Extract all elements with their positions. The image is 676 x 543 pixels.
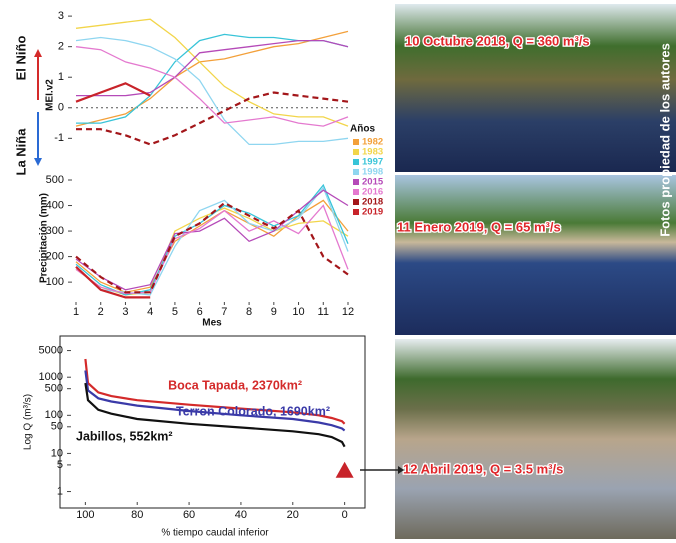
series-line — [75, 183, 349, 296]
y-tick-label: 500 — [45, 383, 63, 395]
series-line — [75, 46, 349, 127]
legend-label: 2015 — [362, 177, 384, 188]
x-tick-label: 7 — [221, 306, 227, 318]
y-tick-label: 50 — [51, 421, 63, 433]
x-tick-label: 2 — [98, 306, 104, 318]
arrow-head — [398, 466, 404, 474]
x-tick-label: 10 — [292, 306, 304, 318]
legend-label: 2019 — [362, 207, 383, 218]
series-line — [84, 370, 346, 432]
x-axis-label: % tiempo caudal inferior — [161, 528, 269, 539]
legend-swatch — [353, 139, 359, 145]
y-tick-label: 2 — [58, 41, 64, 53]
x-tick-label: 12 — [342, 306, 354, 318]
y-tick-label: 0 — [58, 102, 64, 114]
series-line — [75, 189, 349, 291]
y-axis-label: Log Q (m³/s) — [23, 394, 34, 450]
series-line — [75, 207, 349, 296]
series-line — [75, 204, 349, 295]
legend-label: 1998 — [362, 167, 383, 178]
x-tick-label: 5 — [172, 306, 178, 318]
arrow-head — [34, 49, 42, 57]
photo-caption: 11 Enero 2019, Q = 65 m³/s — [397, 219, 561, 234]
photo-caption: 12 Abril 2019, Q = 3.5 m³/s — [403, 461, 563, 476]
x-tick-label: 40 — [235, 509, 247, 521]
legend-title: Años — [350, 124, 375, 135]
x-tick-label: 3 — [122, 306, 128, 318]
legend-swatch — [353, 189, 359, 195]
photo-credit: Fotos propiedad de los autores — [657, 43, 672, 237]
legend-label: 1983 — [362, 147, 383, 158]
y-axis-label: MEI.v2 — [45, 79, 56, 111]
y-tick-label: 100 — [45, 409, 63, 421]
annotation: El Niño — [13, 36, 28, 81]
photo — [395, 4, 676, 172]
y-axis-label: Precipitación (mm) — [39, 193, 50, 283]
y-tick-label: 500 — [46, 174, 64, 186]
series-line — [84, 358, 346, 425]
x-tick-label: 8 — [246, 306, 252, 318]
series-line — [75, 18, 349, 127]
legend-label: 2018 — [362, 197, 383, 208]
x-tick-label: 4 — [147, 306, 153, 318]
x-tick-label: 60 — [183, 509, 195, 521]
y-tick-label: 10 — [51, 447, 63, 459]
series-line — [76, 91, 349, 146]
chart-frame — [59, 335, 366, 509]
y-tick-label: 1 — [57, 485, 63, 497]
x-tick-label: 9 — [271, 306, 277, 318]
series-line — [75, 265, 151, 299]
x-tick-label: 20 — [287, 509, 299, 521]
photo-caption: 10 Octubre 2018, Q = 360 m³/s — [405, 33, 590, 48]
y-tick-label: 1000 — [39, 371, 63, 383]
x-tick-label: 100 — [76, 509, 94, 521]
photo — [395, 339, 676, 539]
legend-swatch — [353, 199, 359, 205]
y-tick-label: 5000 — [39, 344, 63, 356]
y-tick-label: 3 — [58, 10, 64, 22]
legend-swatch — [353, 149, 359, 155]
legend-swatch — [353, 179, 359, 185]
legend-label: 1997 — [362, 157, 383, 168]
x-tick-label: 80 — [131, 509, 143, 521]
y-tick-label: 1 — [58, 71, 64, 83]
legend-swatch — [353, 209, 359, 215]
annotation: La Niña — [13, 128, 28, 176]
x-tick-label: 0 — [342, 509, 348, 521]
series-annotation: Terron Colorado, 1690km² — [176, 404, 330, 418]
y-tick-label: -1 — [54, 132, 64, 144]
y-tick-label: 5 — [57, 459, 63, 471]
highlight-marker — [335, 461, 354, 478]
x-tick-label: 6 — [197, 306, 203, 318]
series-line — [76, 39, 349, 97]
series-line — [75, 30, 349, 127]
series-line — [76, 33, 349, 124]
legend-swatch — [353, 159, 359, 165]
x-axis-label: Mes — [202, 318, 222, 329]
legend-label: 2016 — [362, 187, 383, 198]
arrow-head — [34, 158, 42, 166]
x-tick-label: 11 — [318, 306, 329, 318]
series-line — [75, 36, 349, 146]
y-tick-label: 100 — [46, 276, 64, 288]
series-line — [84, 382, 346, 448]
photo — [395, 175, 676, 335]
y-tick-label: 200 — [46, 251, 64, 263]
series-annotation: Boca Tapada, 2370km² — [168, 378, 302, 392]
x-tick-label: 1 — [73, 306, 79, 318]
y-tick-label: 300 — [46, 225, 64, 237]
series-annotation: Jabillos, 552km² — [76, 429, 173, 443]
legend-swatch — [353, 169, 359, 175]
series-line — [75, 201, 349, 294]
legend-label: 1982 — [362, 137, 383, 148]
y-tick-label: 400 — [46, 199, 64, 211]
series-line — [75, 82, 151, 103]
